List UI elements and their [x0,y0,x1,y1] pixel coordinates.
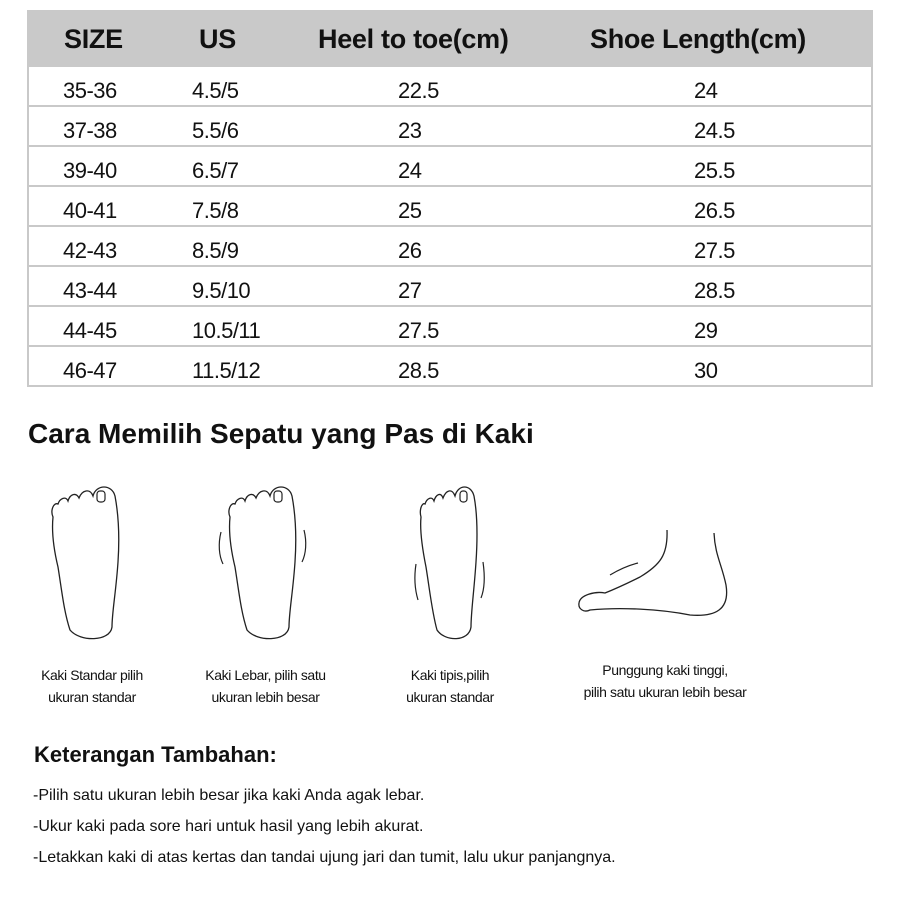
cell-heel-to-toe: 25 [398,198,422,223]
table-row: 42-43 8.5/9 26 27.5 [29,227,871,267]
cell-us: 11.5/12 [192,358,261,383]
foot-thin-icon [414,486,485,640]
caption-line: Kaki tipis,pilih [410,667,490,683]
table-row: 35-36 4.5/5 22.5 24 [29,67,871,107]
header-size: SIZE [64,24,123,54]
cell-us: 8.5/9 [192,238,239,263]
cell-heel-to-toe: 23 [398,118,422,143]
caption-line: Kaki Standar pilih [41,667,143,683]
guide-caption-standard: Kaki Standar pilih ukuran standar [22,664,162,708]
cell-size: 44-45 [63,318,117,343]
cell-us: 4.5/5 [192,78,239,103]
guide-caption-wide: Kaki Lebar, pilih satu ukuran lebih besar [188,664,343,708]
guide-caption-thin: Kaki tipis,pilih ukuran standar [380,664,520,708]
cell-size: 43-44 [63,278,117,303]
cell-size: 42-43 [63,238,117,263]
header-us: US [199,24,236,54]
foot-standard-icon [51,486,120,640]
cell-shoe-length: 28.5 [694,278,735,303]
cell-us: 9.5/10 [192,278,251,303]
header-shoe-length: Shoe Length(cm) [590,24,806,54]
cell-us: 10.5/11 [192,318,261,343]
caption-line: pilih satu ukuran lebih besar [583,684,747,700]
cell-size: 40-41 [63,198,117,223]
cell-heel-to-toe: 24 [398,158,422,183]
size-table: SIZE US Heel to toe(cm) Shoe Length(cm) … [27,10,873,387]
table-header: SIZE US Heel to toe(cm) Shoe Length(cm) [29,10,871,67]
cell-size: 39-40 [63,158,117,183]
cell-shoe-length: 25.5 [694,158,735,183]
cell-shoe-length: 30 [694,358,718,383]
caption-line: Kaki Lebar, pilih satu [205,667,326,683]
cell-us: 5.5/6 [192,118,239,143]
cell-us: 6.5/7 [192,158,239,183]
note-item: -Letakkan kaki di atas kertas dan tandai… [33,849,616,866]
cell-heel-to-toe: 26 [398,238,422,263]
note-item: -Ukur kaki pada sore hari untuk hasil ya… [33,818,424,835]
cell-heel-to-toe: 22.5 [398,78,439,103]
table-body: 35-36 4.5/5 22.5 24 37-38 5.5/6 23 24.5 39-40 6.5… [29,67,871,385]
header-heel-to-toe: Heel to toe(cm) [318,24,509,54]
notes-title: Keterangan Tambahan: [34,742,277,767]
table-row: 37-38 5.5/6 23 24.5 [29,107,871,147]
caption-line: Punggung kaki tinggi, [602,662,728,678]
cell-shoe-length: 24.5 [694,118,735,143]
caption-line: ukuran lebih besar [211,689,320,705]
cell-shoe-length: 27.5 [694,238,735,263]
cell-shoe-length: 26.5 [694,198,735,223]
cell-heel-to-toe: 27.5 [398,318,439,343]
table-row: 43-44 9.5/10 27 28.5 [29,267,871,307]
table-row: 46-47 11.5/12 28.5 30 [29,347,871,385]
cell-heel-to-toe: 27 [398,278,422,303]
cell-shoe-length: 29 [694,318,718,343]
note-item: -Pilih satu ukuran lebih besar jika kaki… [33,787,425,804]
foot-wide-icon [218,486,307,640]
cell-size: 37-38 [63,118,117,143]
cell-shoe-length: 24 [694,78,718,103]
caption-line: ukuran standar [48,689,136,705]
caption-line: ukuran standar [406,689,494,705]
cell-size: 35-36 [63,78,117,103]
table-row: 40-41 7.5/8 25 26.5 [29,187,871,227]
guide-caption-high-instep: Punggung kaki tinggi, pilih satu ukuran l… [555,659,775,703]
foot-high-instep-icon [578,529,728,616]
table-row: 44-45 10.5/11 27.5 29 [29,307,871,347]
cell-size: 46-47 [63,358,117,383]
table-row: 39-40 6.5/7 24 25.5 [29,147,871,187]
guide-title: Cara Memilih Sepatu yang Pas di Kaki [28,418,534,449]
cell-us: 7.5/8 [192,198,239,223]
cell-heel-to-toe: 28.5 [398,358,439,383]
